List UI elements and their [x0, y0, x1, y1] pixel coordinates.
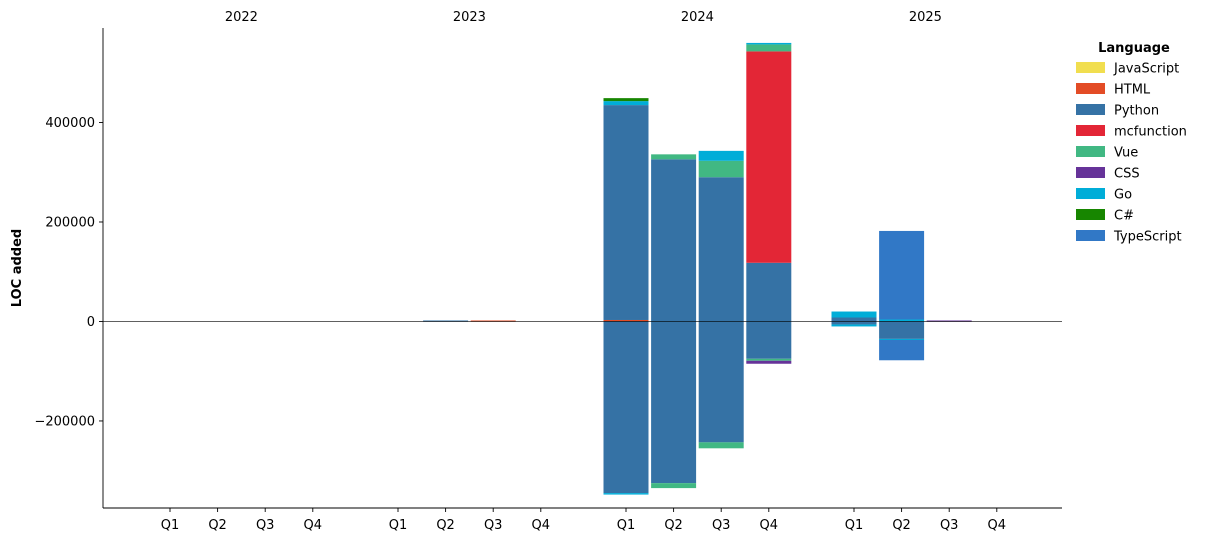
bar-segment-go	[831, 311, 877, 318]
year-label: 2025	[909, 10, 942, 25]
bar-segment-go	[603, 493, 649, 495]
x-tick-label: Q3	[940, 518, 959, 533]
legend-label: Python	[1114, 104, 1159, 119]
x-tick-label: Q3	[256, 518, 275, 533]
legend-swatch	[1076, 104, 1105, 115]
bar-segment-css	[746, 360, 792, 364]
bar-segment-python	[423, 320, 469, 322]
year-label: 2022	[225, 10, 258, 25]
bar-segment-vue	[746, 44, 792, 52]
bar-segment-go	[831, 324, 877, 327]
legend-swatch	[1076, 125, 1105, 136]
legend-label: CSS	[1114, 167, 1140, 182]
y-tick-label: 0	[87, 315, 95, 330]
bar-segment-go	[603, 101, 649, 106]
x-axis-ticks: Q1 Q2 Q3 Q4 Q1 Q2 Q3 Q4 Q1 Q2 Q3 Q4 Q1 Q2 Q3 Q4	[161, 508, 1006, 533]
y-tick-label: 400000	[45, 116, 95, 131]
bar-segment-vue	[651, 483, 697, 489]
x-tick-label: Q2	[664, 518, 683, 533]
bar-segment-python	[879, 321, 925, 339]
bar-segment-html	[470, 320, 516, 322]
x-tick-label: Q4	[532, 518, 551, 533]
bar-segment-typescript	[879, 230, 925, 320]
bar-segment-python	[698, 177, 744, 322]
legend-title: Language	[1098, 41, 1170, 56]
x-tick-label: Q1	[617, 518, 636, 533]
x-tick-label: Q3	[484, 518, 503, 533]
bar-segment-python	[651, 159, 697, 322]
y-tick-label: 200000	[45, 215, 95, 230]
x-tick-label: Q2	[436, 518, 455, 533]
bar-segment-mcfunction	[746, 51, 792, 263]
legend-swatch	[1076, 146, 1105, 157]
legend-swatch	[1076, 83, 1105, 94]
legend-label: C#	[1114, 209, 1134, 224]
bar-segment-python	[831, 317, 877, 322]
bar-segment-python	[831, 321, 877, 325]
legend-label: JavaScript	[1113, 62, 1179, 77]
legend-label: Go	[1114, 188, 1132, 203]
bar-segment-go	[746, 42, 792, 45]
bar-segment-go	[698, 150, 744, 161]
year-label: 2024	[681, 10, 714, 25]
legend-label: TypeScript	[1113, 230, 1182, 245]
bar-segment-go	[879, 338, 925, 341]
bar-segment-python	[698, 321, 744, 443]
legend-swatch	[1076, 188, 1105, 199]
x-tick-label: Q1	[389, 518, 408, 533]
bar-segment-vue	[698, 442, 744, 449]
bar-segment-html	[603, 319, 649, 322]
x-tick-label: Q2	[208, 518, 227, 533]
y-axis-label: LOC added	[10, 229, 25, 307]
x-tick-label: Q4	[988, 518, 1007, 533]
bar-segment-vue	[746, 358, 792, 361]
bar-segment-css	[926, 320, 972, 322]
bar-segment-python	[603, 321, 649, 494]
legend-label: Vue	[1114, 146, 1138, 161]
year-label: 2023	[453, 10, 486, 25]
bar-segment-go	[879, 319, 925, 322]
legend: Language JavaScript HTML Python mcfunction V…	[1076, 41, 1187, 245]
legend-label: HTML	[1114, 83, 1151, 98]
x-tick-label: Q1	[161, 518, 180, 533]
x-tick-label: Q1	[845, 518, 864, 533]
legend-swatch	[1076, 230, 1105, 241]
legend-swatch	[1076, 209, 1105, 220]
bar-segment-typescript	[879, 339, 925, 361]
legend-label: mcfunction	[1114, 125, 1187, 140]
bar-segment-python	[746, 262, 792, 322]
x-tick-label: Q2	[892, 518, 911, 533]
x-tick-label: Q4	[760, 518, 779, 533]
y-tick-label: −200000	[34, 414, 95, 429]
bar-segment-python	[603, 105, 649, 320]
x-tick-label: Q3	[712, 518, 731, 533]
year-labels: 2022 2023 2024 2025	[225, 10, 942, 25]
bar-segment-vue	[651, 154, 697, 160]
y-axis-ticks: −200000 0 200000 400000	[34, 116, 103, 429]
bar-segment-python	[651, 321, 697, 484]
legend-swatch	[1076, 167, 1105, 178]
bar-segment-csharp	[603, 98, 649, 102]
bar-segment-vue	[698, 160, 744, 178]
legend-swatch	[1076, 62, 1105, 73]
bar-segment-python	[746, 321, 792, 359]
x-tick-label: Q4	[304, 518, 323, 533]
bars	[423, 42, 972, 495]
